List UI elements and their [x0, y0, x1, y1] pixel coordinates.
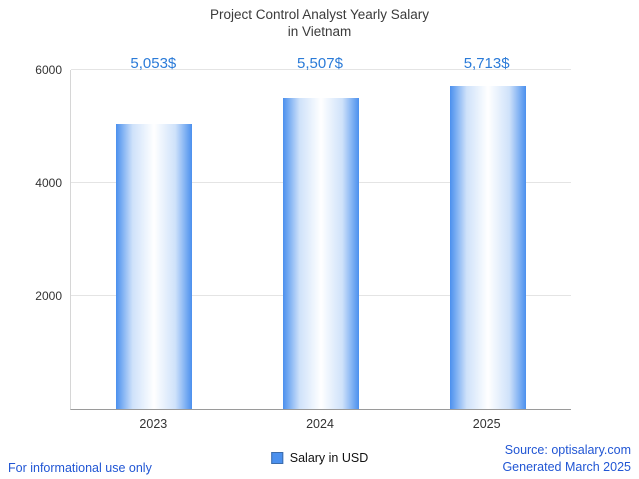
x-tick-label-2024: 2024 [306, 417, 334, 431]
generated-date: Generated March 2025 [502, 460, 631, 474]
value-label-2024: 5,507$ [297, 55, 343, 72]
value-label-2023: 5,053$ [130, 55, 177, 72]
y-tick-label: 2000 [35, 289, 62, 303]
chart-title-line2: in Vietnam [287, 24, 352, 39]
legend: Salary in USD [270, 451, 369, 465]
y-tick-label: 4000 [35, 176, 62, 190]
x-tick-label-2023: 2023 [139, 417, 168, 431]
bar-2025 [449, 86, 526, 409]
source-block: Source: optisalary.com Generated March 2… [502, 442, 631, 476]
plot-area [70, 69, 571, 410]
source-link[interactable]: Source: optisalary.com [504, 443, 631, 457]
gridline [71, 69, 571, 70]
y-tick-label: 6000 [35, 63, 62, 77]
legend-label: Salary in USD [289, 451, 369, 465]
value-label-2025: 5,713$ [463, 55, 510, 72]
chart-title-line1: Project Control Analyst Yearly Salary [209, 7, 430, 22]
disclaimer-link[interactable]: For informational use only [8, 461, 152, 475]
legend-swatch-icon [270, 452, 283, 464]
x-tick-label-2025: 2025 [472, 417, 501, 431]
bar-2024 [283, 97, 359, 409]
chart-title: Project Control Analyst Yearly Salary in… [0, 6, 639, 40]
bar-2023 [116, 123, 193, 409]
